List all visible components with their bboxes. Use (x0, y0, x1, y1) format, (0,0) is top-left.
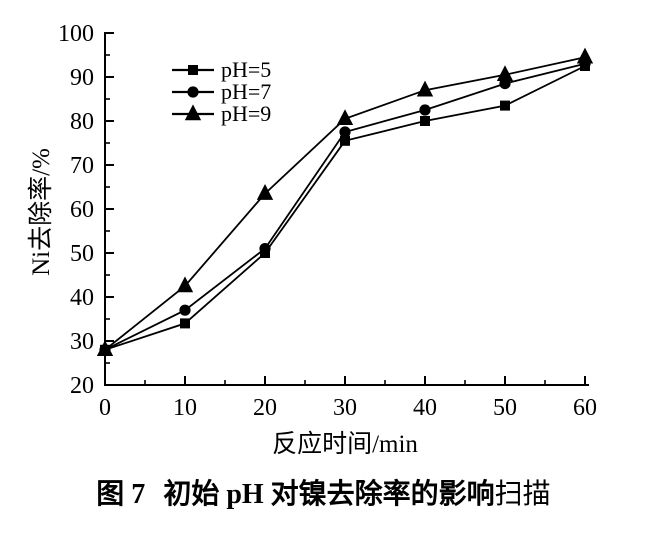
series-marker-pH=9 (496, 65, 514, 82)
y-tick-label: 50 (70, 241, 94, 267)
caption-suffix: 扫描 (494, 479, 551, 510)
x-tick-label: 0 (99, 395, 111, 421)
caption-title: 初始 pH 对镍去除率的影响 (163, 479, 495, 510)
legend-label-pH=7: pH=7 (221, 79, 271, 104)
y-tick-label: 60 (70, 197, 94, 223)
y-tick-label: 20 (70, 373, 94, 399)
series-marker-pH=7 (259, 243, 271, 255)
series-marker-pH=9 (576, 47, 594, 64)
series-marker-pH=9 (96, 340, 114, 357)
series-marker-pH=9 (256, 184, 274, 200)
legend-marker-pH=7 (187, 86, 199, 98)
x-tick-label: 50 (493, 395, 517, 421)
caption-figure-number: 图 7 (96, 479, 146, 510)
x-tick-label: 40 (413, 395, 437, 421)
series-marker-pH=5 (500, 100, 510, 111)
series-marker-pH=9 (336, 109, 354, 126)
series-marker-pH=5 (420, 116, 430, 126)
series-marker-pH=7 (179, 304, 191, 316)
y-tick-label: 40 (70, 285, 94, 311)
y-tick-label: 90 (70, 65, 94, 91)
chart-svg: 20 30 40 50 60 70 80 90 100 0 10 20 30 40 50 60 pH=5pH=7… (27, 21, 597, 458)
series-marker-pH=5 (180, 318, 190, 329)
series-line-pH=7 (104, 62, 586, 351)
y-tick-label: 30 (70, 329, 94, 355)
legend-label-pH=9: pH=9 (221, 101, 271, 126)
y-tick-label: 100 (58, 21, 94, 47)
series-marker-pH=7 (419, 104, 431, 116)
series-line-pH=5 (104, 65, 586, 351)
series-marker-pH=7 (339, 126, 351, 138)
x-tick-label: 10 (173, 395, 197, 421)
series-marker-pH=9 (176, 276, 194, 293)
x-tick-label: 60 (573, 395, 597, 421)
series-marker-pH=5 (340, 135, 350, 146)
series-marker-pH=9 (416, 80, 434, 97)
x-tick-label: 20 (253, 395, 277, 421)
y-axis-title: Ni去除率/% (27, 148, 55, 276)
legend-marker-pH=9 (184, 104, 202, 121)
figure-caption: 图 7 初始 pH 对镍去除率的影响扫描 (0, 478, 647, 512)
chart-render-root: 20 30 40 50 60 70 80 90 100 0 10 20 30 40 50 60 pH=5pH=7… (58, 21, 597, 421)
x-axis-title: 反应时间/min (272, 430, 418, 458)
y-tick-label: 80 (70, 109, 94, 135)
legend-marker-pH=5 (188, 65, 198, 75)
x-tick-label: 30 (333, 395, 357, 421)
y-tick-label: 70 (70, 153, 94, 179)
legend-label-pH=5: pH=5 (221, 57, 271, 82)
